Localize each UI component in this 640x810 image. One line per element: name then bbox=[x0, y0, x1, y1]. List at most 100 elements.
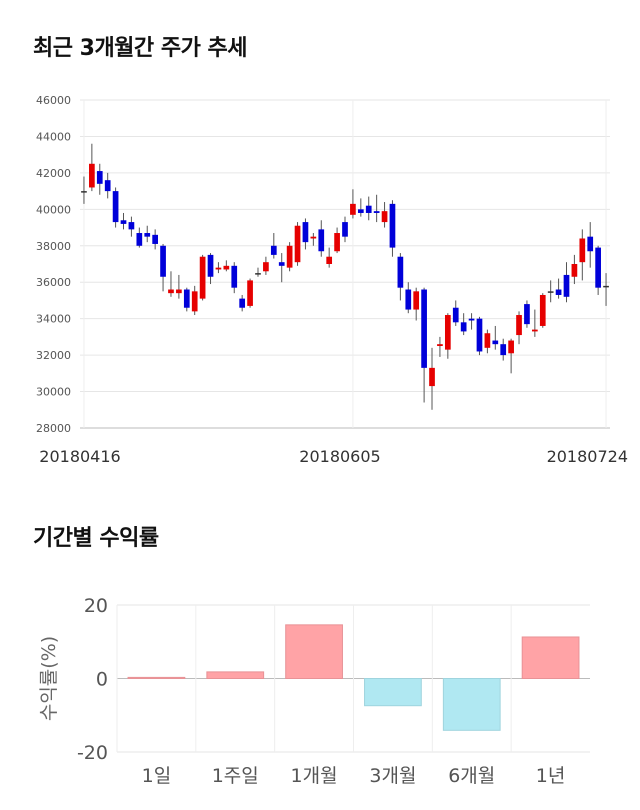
candle bbox=[397, 253, 404, 301]
candle-y-tick-labels: 46000 44000 42000 40000 38000 36000 34000 32000… bbox=[36, 94, 71, 435]
price-trend-title: 최근 3개월간 주가 추세 bbox=[33, 36, 247, 61]
bar-x-tick-label: 1개월 bbox=[291, 765, 338, 787]
candle bbox=[310, 233, 317, 246]
candle bbox=[429, 347, 435, 410]
bar-x-tick-labels: 1일 1주일 1개월 3개월 6개월 1년 bbox=[142, 765, 566, 787]
candle-body bbox=[603, 285, 609, 288]
candle-body bbox=[524, 304, 530, 325]
candle-body bbox=[160, 245, 166, 277]
candle-body bbox=[555, 289, 562, 295]
candle bbox=[476, 316, 483, 356]
candle-body bbox=[342, 222, 348, 237]
candle bbox=[547, 280, 554, 303]
bar-x-tick-label: 6개월 bbox=[448, 765, 495, 787]
candle-body bbox=[302, 222, 309, 243]
bar-gridlines bbox=[116, 604, 590, 753]
candle bbox=[595, 245, 601, 295]
candle-y-tick-label: 38000 bbox=[36, 240, 71, 253]
candle-body bbox=[452, 307, 459, 323]
candle-y-tick-label: 34000 bbox=[36, 313, 71, 326]
candle bbox=[318, 220, 325, 257]
candle-body bbox=[120, 220, 127, 224]
candle bbox=[215, 262, 222, 274]
candle bbox=[500, 338, 507, 361]
candle-body bbox=[484, 333, 491, 348]
candle-y-tick-label: 36000 bbox=[36, 276, 71, 289]
candle-body bbox=[460, 322, 467, 332]
candle bbox=[587, 222, 594, 268]
candle bbox=[96, 163, 103, 195]
candle bbox=[452, 300, 459, 326]
candle-body bbox=[199, 256, 206, 299]
bar-x-tick-label: 1주일 bbox=[212, 765, 259, 787]
bar-y-axis-label: 수익률(%) bbox=[38, 636, 60, 721]
candle bbox=[136, 227, 143, 248]
candle bbox=[207, 253, 214, 285]
candle-body bbox=[286, 245, 293, 268]
candle bbox=[183, 287, 190, 312]
candle bbox=[112, 187, 119, 228]
candle-y-tick-label: 44000 bbox=[36, 130, 71, 143]
candle-body bbox=[334, 233, 340, 252]
candle-body bbox=[310, 236, 317, 239]
candle bbox=[326, 247, 333, 268]
candle-body bbox=[350, 203, 356, 215]
candle bbox=[144, 225, 151, 243]
candle bbox=[413, 287, 420, 321]
candles bbox=[81, 143, 609, 410]
candle bbox=[539, 293, 546, 328]
candle-body bbox=[468, 318, 475, 321]
return-bar bbox=[206, 671, 265, 680]
candle-body bbox=[278, 262, 285, 266]
candle bbox=[302, 218, 309, 250]
candle-body bbox=[413, 291, 420, 310]
candle-body bbox=[112, 191, 119, 223]
return-bars bbox=[127, 624, 580, 731]
candle bbox=[357, 198, 364, 217]
candle bbox=[128, 216, 135, 237]
candle bbox=[278, 253, 285, 283]
candle-gridlines bbox=[80, 99, 610, 429]
candle bbox=[555, 278, 562, 299]
candle bbox=[389, 200, 396, 257]
candle bbox=[444, 313, 451, 359]
candle-body bbox=[247, 280, 253, 306]
candle-x-tick-label: 20180416 bbox=[39, 447, 120, 466]
return-bar bbox=[364, 678, 422, 707]
candle-body bbox=[429, 367, 435, 387]
candle-body bbox=[397, 256, 404, 288]
candle bbox=[247, 278, 253, 308]
candle bbox=[373, 194, 380, 223]
candle bbox=[223, 260, 230, 272]
candle bbox=[579, 229, 586, 281]
candle-body bbox=[136, 233, 143, 246]
candle bbox=[294, 222, 301, 266]
candle bbox=[492, 325, 499, 350]
candle-body bbox=[255, 273, 261, 275]
candle-x-tick-label: 20180724 bbox=[547, 447, 628, 466]
candle-body bbox=[263, 262, 269, 272]
candle-body bbox=[389, 203, 396, 248]
candle bbox=[460, 313, 467, 336]
candle bbox=[160, 243, 166, 292]
candle-body bbox=[539, 294, 546, 326]
candle bbox=[334, 227, 340, 254]
candle-body bbox=[365, 205, 372, 213]
bar-y-tick-label: -20 bbox=[77, 742, 108, 764]
candle-y-tick-label: 46000 bbox=[36, 94, 71, 107]
bar-x-tick-label: 1년 bbox=[536, 765, 566, 787]
candle bbox=[120, 212, 127, 230]
candle-y-tick-label: 40000 bbox=[36, 203, 71, 216]
return-bar bbox=[285, 624, 343, 679]
candle-body bbox=[571, 264, 578, 277]
candle bbox=[484, 329, 491, 354]
return-bar bbox=[442, 678, 501, 731]
candle-body bbox=[579, 238, 586, 263]
candle bbox=[381, 202, 388, 228]
returns-title: 기간별 수익률 bbox=[33, 526, 159, 551]
candle bbox=[405, 282, 412, 314]
return-bar bbox=[127, 676, 186, 680]
candle bbox=[81, 176, 87, 204]
candle-body bbox=[270, 245, 277, 255]
candle-body bbox=[168, 289, 174, 294]
